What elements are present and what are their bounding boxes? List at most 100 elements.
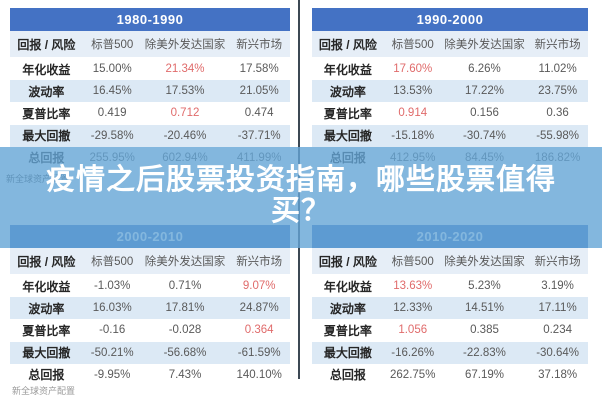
cell-value: -22.83%: [463, 346, 506, 359]
row-label: 夏普比率: [22, 323, 71, 338]
table-row: 夏普比率 -0.16 -0.028 0.364: [10, 319, 290, 342]
row-label: 最大回撤: [22, 346, 71, 361]
row-label: 年化收益: [22, 279, 71, 294]
row-label: 波动率: [329, 84, 366, 99]
table-column-header-row: 回报 / 风险 标普500 除美外发达国家 新兴市场: [10, 31, 290, 57]
cell-value: 3.19%: [541, 280, 574, 293]
table-1980-1990: 1980-1990 回报 / 风险 标普500 除美外发达国家 新兴市场 年化收益 15.0…: [10, 8, 290, 169]
table-row: 总回报 -9.95% 7.43% 140.10%: [10, 363, 290, 386]
cell-value: 17.53%: [165, 85, 205, 98]
headline-line2: 买？: [270, 195, 331, 227]
headline: 疫情之后股票投资指南，哪些股票值得 买？: [0, 165, 602, 227]
cell-value: 14.51%: [464, 302, 504, 315]
table-row: 波动率 16.03% 17.81% 24.87%: [10, 297, 290, 320]
cell-value: 0.712: [170, 107, 200, 120]
row-label: 年化收益: [323, 279, 372, 294]
table-row: 夏普比率 0.914 0.156 0.36: [312, 102, 588, 125]
table-row: 总回报 262.75% 67.19% 37.18%: [312, 363, 588, 386]
table-2000-2010: 2000-2010回报 / 风险标普500除美外发达国家新兴市场年化收益-1.0…: [10, 225, 290, 386]
cell-value: 21.34%: [165, 63, 205, 76]
table-row: 年化收益 13.63% 5.23% 3.19%: [312, 275, 588, 298]
cell-value: 12.33%: [393, 302, 433, 315]
row-label: 最大回撤: [323, 129, 372, 144]
table-2010-2020: 2010-2020回报 / 风险标普500除美外发达国家新兴市场年化收益13.6…: [312, 225, 588, 386]
row-label: 最大回撤: [323, 346, 372, 361]
cell-value: 67.19%: [464, 368, 504, 381]
cell-value: 1.056: [398, 324, 428, 337]
cell-value: 0.156: [470, 107, 499, 120]
cell-value: -1.03%: [93, 280, 131, 293]
table-row: 波动率 13.53% 17.22% 23.75%: [312, 80, 588, 103]
table-row: 夏普比率 1.056 0.385 0.234: [312, 319, 588, 342]
row-label: 夏普比率: [323, 323, 372, 338]
cell-value: 0.234: [543, 324, 572, 337]
cell-value: -30.64%: [536, 346, 580, 359]
cell-value: 17.11%: [538, 302, 577, 315]
cell-value: 0.385: [470, 324, 499, 337]
column-header: 回报 / 风险: [318, 254, 377, 269]
cell-value: -20.46%: [163, 129, 207, 142]
cell-value: 7.43%: [168, 368, 202, 381]
table-row: 波动率 12.33% 14.51% 17.11%: [312, 297, 588, 320]
cell-value: 16.03%: [92, 302, 132, 315]
cell-value: 262.75%: [390, 368, 436, 381]
column-header: 标普500: [391, 39, 434, 51]
table-1990-2000: 1990-2000 回报 / 风险 标普500 除美外发达国家 新兴市场 年化收益 17.6…: [312, 8, 588, 169]
cell-value: 0.419: [97, 107, 127, 120]
table-row: 最大回撤 -29.58% -20.46% -37.71%: [10, 124, 290, 147]
column-header: 标普500: [91, 39, 134, 51]
column-header: 新兴市场: [236, 39, 283, 51]
cell-value: -16.26%: [391, 346, 435, 359]
cell-value: 5.23%: [468, 280, 501, 293]
column-header: 新兴市场: [534, 39, 581, 51]
cell-value: -37.71%: [237, 129, 281, 142]
cell-value: 6.26%: [468, 63, 501, 76]
row-label: 总回报: [28, 368, 65, 383]
table-row: 年化收益 17.60% 6.26% 11.02%: [312, 58, 588, 81]
headline-overlay: [0, 147, 602, 248]
table-row: 年化收益 -1.03% 0.71% 9.07%: [10, 275, 290, 298]
cell-value: 13.63%: [393, 280, 433, 293]
cell-value: 17.60%: [393, 63, 433, 76]
cell-value: 11.02%: [538, 63, 577, 76]
cell-value: 17.81%: [165, 302, 205, 315]
cell-value: 23.75%: [538, 85, 578, 98]
cell-value: 9.07%: [242, 280, 276, 293]
cell-value: 17.22%: [464, 85, 504, 98]
cell-value: 16.45%: [92, 85, 132, 98]
cell-value: 17.58%: [239, 63, 279, 76]
row-label: 波动率: [28, 84, 65, 99]
headline-line1: 疫情之后股票投资指南，哪些股票值得: [45, 164, 556, 196]
cell-value: -29.58%: [90, 129, 134, 142]
column-header: 回报 / 风险: [318, 37, 377, 52]
row-label: 年化收益: [323, 62, 372, 77]
table-row: 最大回撤 -16.26% -22.83% -30.64%: [312, 341, 588, 364]
column-header: 新兴市场: [236, 256, 283, 268]
row-label: 总回报: [329, 368, 366, 383]
column-header: 除美外发达国家: [144, 256, 226, 268]
table-row: 年化收益 15.00% 21.34% 17.58%: [10, 58, 290, 81]
row-label: 夏普比率: [22, 106, 71, 121]
table-column-header-row: 回报 / 风险 标普500 除美外发达国家 新兴市场: [312, 31, 588, 57]
column-header: 标普500: [391, 256, 434, 268]
cell-value: 15.00%: [92, 63, 132, 76]
row-label: 波动率: [28, 301, 65, 316]
column-header: 回报 / 风险: [17, 37, 76, 52]
row-label: 夏普比率: [323, 106, 372, 121]
row-label: 最大回撤: [22, 129, 71, 144]
cell-value: -55.98%: [536, 129, 580, 142]
cell-value: 21.05%: [239, 85, 279, 98]
column-header: 除美外发达国家: [444, 256, 525, 268]
row-label: 年化收益: [22, 62, 71, 77]
column-header: 除美外发达国家: [144, 39, 226, 51]
cell-value: 13.53%: [393, 85, 433, 98]
watermark-bottom: 新全球资产配置: [12, 386, 76, 396]
table-column-header-row: 回报 / 风险 标普500 除美外发达国家 新兴市场: [10, 248, 290, 274]
cell-value: -15.18%: [391, 129, 435, 142]
cell-value: 0.474: [244, 107, 274, 120]
cell-value: 140.10%: [236, 368, 282, 381]
cell-value: 0.364: [244, 324, 274, 337]
cell-value: -56.68%: [163, 346, 207, 359]
table-row: 最大回撤 -15.18% -30.74% -55.98%: [312, 124, 588, 147]
